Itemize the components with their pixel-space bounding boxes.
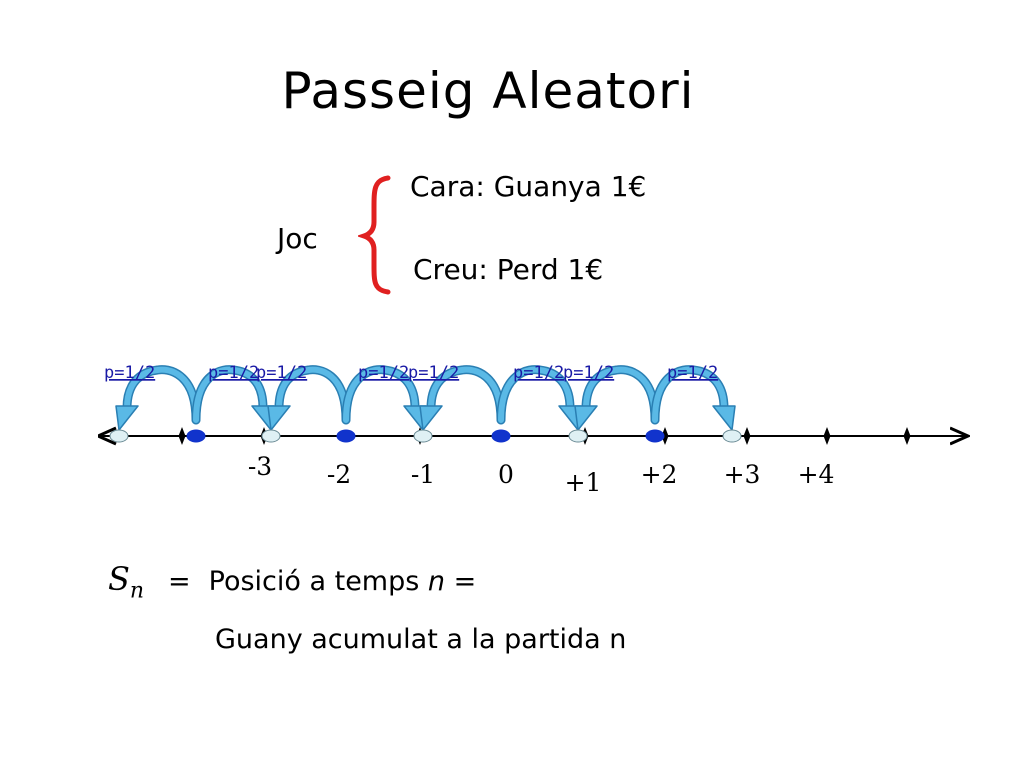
position-dot xyxy=(722,429,742,443)
axis-tick-mark xyxy=(661,427,669,445)
position-dot xyxy=(336,429,356,443)
axis-label: +3 xyxy=(724,460,761,489)
axis-label: -3 xyxy=(248,452,272,481)
transition-arrow xyxy=(419,365,506,431)
transition-arrow xyxy=(115,365,201,431)
position-dot xyxy=(261,429,281,443)
definition-line-1: = Posició a temps n = xyxy=(168,566,477,597)
transition-arrow xyxy=(267,365,351,431)
probability-label: p=1/2 xyxy=(667,363,718,383)
axis-label: 0 xyxy=(498,460,514,489)
probability-label: p=1/2 xyxy=(513,363,564,383)
position-dot xyxy=(186,429,206,443)
curly-brace xyxy=(358,175,391,295)
axis-label: +4 xyxy=(798,460,835,489)
probability-label: p=1/2 xyxy=(256,363,307,383)
probability-label: p=1/2 xyxy=(104,363,155,383)
random-walk-diagram: p=1/2 p=1/2p=1/2 p=1/2p=1/2 p=1/2p=1/2 p=1/2… xyxy=(0,363,1024,497)
axis-tick-mark xyxy=(903,427,911,445)
probability-label: p=1/2 xyxy=(208,363,259,383)
transition-arrow xyxy=(650,365,736,431)
axis-label: +2 xyxy=(641,460,678,489)
position-dot xyxy=(568,429,588,443)
position-symbol: Sn xyxy=(108,560,145,604)
transition-arrow xyxy=(574,365,660,431)
tails-outcome: Creu: Perd 1€ xyxy=(413,253,604,286)
game-label: Joc xyxy=(277,222,318,255)
position-dot xyxy=(109,429,129,443)
heads-outcome: Cara: Guanya 1€ xyxy=(410,170,647,203)
axis-tick-mark xyxy=(823,427,831,445)
axis-label: +1 xyxy=(565,468,602,497)
definition-line-2: Guany acumulat a la partida n xyxy=(215,624,627,655)
position-dot xyxy=(413,429,433,443)
axis-tick-mark xyxy=(743,427,751,445)
axis-label: -1 xyxy=(411,460,435,489)
slide-title: Passeig Aleatori xyxy=(281,62,695,120)
probability-label: p=1/2 xyxy=(408,363,459,383)
probability-label: p=1/2 xyxy=(563,363,614,383)
probability-label: p=1/2 xyxy=(358,363,409,383)
axis-tick-mark xyxy=(178,427,186,445)
position-dot xyxy=(491,429,511,443)
axis-label: -2 xyxy=(327,460,351,489)
position-dot xyxy=(645,429,665,443)
